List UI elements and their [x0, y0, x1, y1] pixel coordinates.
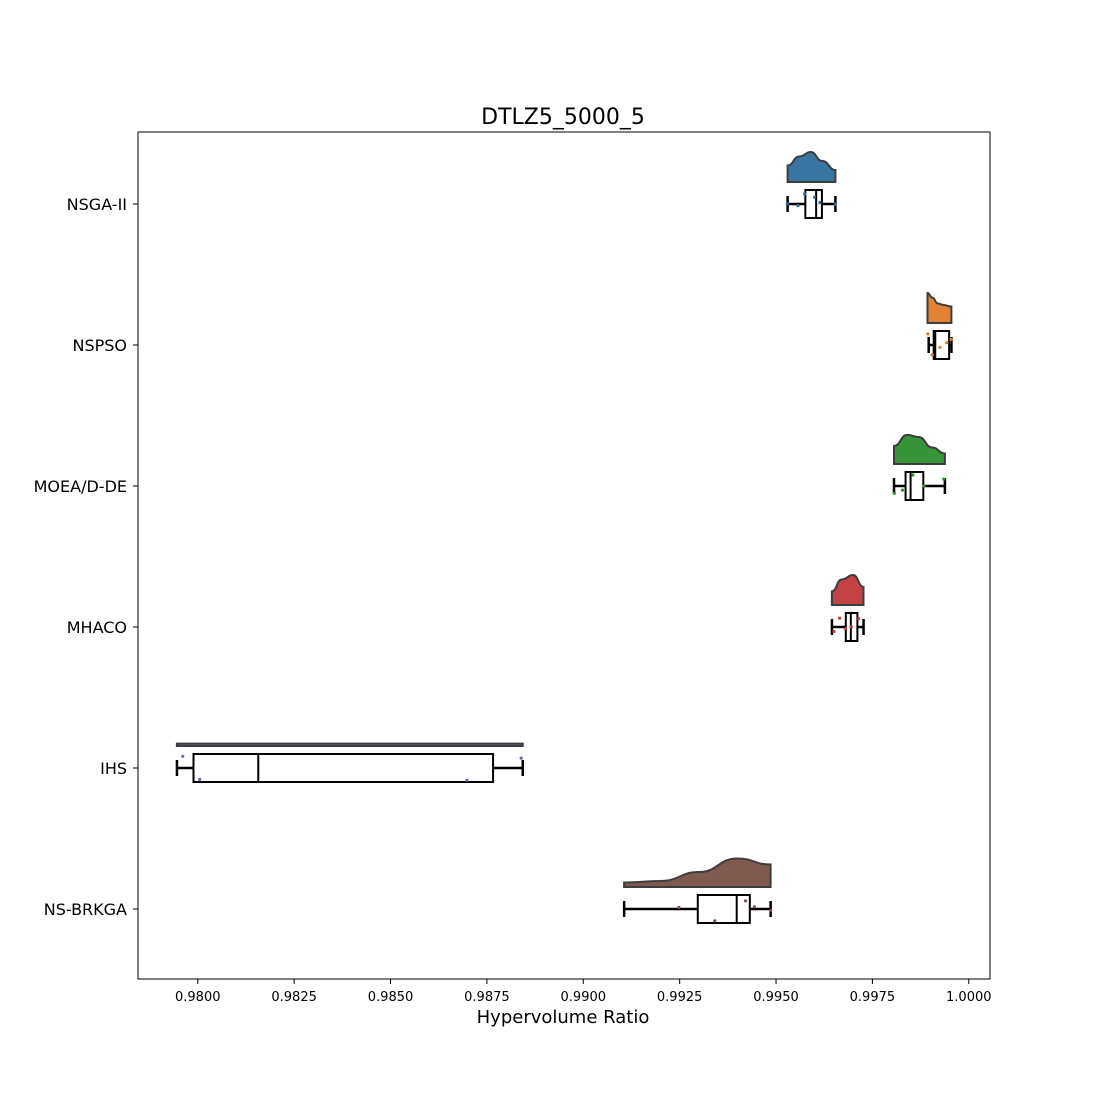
box-moea-d-de: [904, 471, 925, 501]
y-tick-label-mhaco: MHACO: [67, 618, 127, 637]
data-point-nsga-ii: [802, 192, 807, 196]
y-tick-label-moea-d-de: MOEA/D-DE: [34, 477, 127, 496]
x-tick-label: 0.9850: [368, 990, 414, 1005]
data-point-moea-d-de: [900, 488, 905, 492]
data-point-nspso: [949, 337, 953, 341]
x-axis-label: Hypervolume Ratio: [477, 1007, 650, 1028]
data-point-ihs: [181, 754, 185, 758]
y-tick-label-nsga-ii: NSGA-II: [67, 195, 127, 214]
data-point-nspso: [945, 341, 949, 345]
data-point-ns-brkga: [769, 908, 773, 912]
data-point-nsga-ii: [812, 195, 817, 199]
data-point-nsga-ii: [833, 202, 838, 206]
data-point-mhaco: [849, 625, 853, 629]
plot-frame: [137, 131, 991, 980]
y-axis: NSGA-II NSPSO MOEA/D-DE MHACO IHS NS-BRKGA: [34, 195, 138, 919]
series-mhaco: [830, 573, 865, 642]
data-point-moea-d-de: [911, 473, 915, 477]
data-point-nsga-ii: [785, 202, 789, 206]
plot-area: [175, 150, 953, 924]
data-point-ns-brkga: [743, 899, 748, 903]
data-point-mhaco: [856, 617, 861, 621]
data-point-ns-brkga: [752, 905, 757, 909]
data-point-moea-d-de: [922, 484, 926, 488]
data-point-nspso: [930, 353, 934, 357]
box-nspso: [932, 330, 951, 360]
violin-ns-brkga: [623, 857, 772, 888]
y-tick-label-ns-brkga: NS-BRKGA: [44, 900, 127, 919]
violin-moea-d-de: [893, 433, 946, 465]
box-ihs: [192, 753, 495, 783]
violin-nspso: [926, 291, 953, 324]
data-point-mhaco: [843, 627, 848, 631]
data-point-ns-brkga: [677, 905, 681, 910]
x-tick-label: 0.9900: [561, 990, 607, 1005]
x-tick-label: 0.9925: [657, 990, 703, 1005]
data-point-nspso: [938, 345, 942, 349]
data-point-ihs: [198, 777, 202, 782]
violin-mhaco: [830, 573, 865, 606]
data-point-moea-d-de: [892, 491, 896, 495]
violin-nsga-ii: [786, 150, 837, 183]
series-nspso: [926, 291, 953, 360]
data-point-nsga-ii: [818, 200, 822, 205]
x-tick-label: 0.9875: [464, 990, 510, 1005]
box-ns-brkga: [696, 894, 751, 924]
data-point-ihs: [519, 756, 523, 760]
data-point-ns-brkga: [713, 919, 717, 923]
series-ns-brkga: [622, 857, 773, 924]
x-tick-label: 0.9825: [271, 990, 317, 1005]
x-tick-label: 0.9975: [850, 990, 896, 1005]
series-ihs: [175, 742, 524, 783]
data-point-nspso: [926, 332, 930, 336]
series-moea-d-de: [892, 433, 947, 501]
x-tick-label: 0.9950: [753, 990, 799, 1005]
series-nsga-ii: [785, 150, 838, 219]
x-tick-label: 0.9800: [175, 990, 221, 1005]
x-tick-label: 1.0000: [946, 990, 992, 1005]
data-point-ihs: [465, 778, 469, 782]
data-point-mhaco: [838, 616, 842, 620]
box-nsga-ii: [804, 189, 823, 219]
data-point-mhaco: [832, 629, 836, 634]
y-tick-label-ihs: IHS: [100, 759, 127, 778]
data-point-nsga-ii: [796, 204, 800, 208]
violin-ihs: [175, 742, 524, 747]
y-tick-label-nspso: NSPSO: [72, 336, 127, 355]
data-point-moea-d-de: [942, 477, 946, 481]
chart-title: DTLZ5_5000_5: [481, 105, 645, 130]
x-axis: 0.9800 0.9825 0.9850 0.9875 0.9900 0.9925 0.99…: [175, 979, 992, 1005]
